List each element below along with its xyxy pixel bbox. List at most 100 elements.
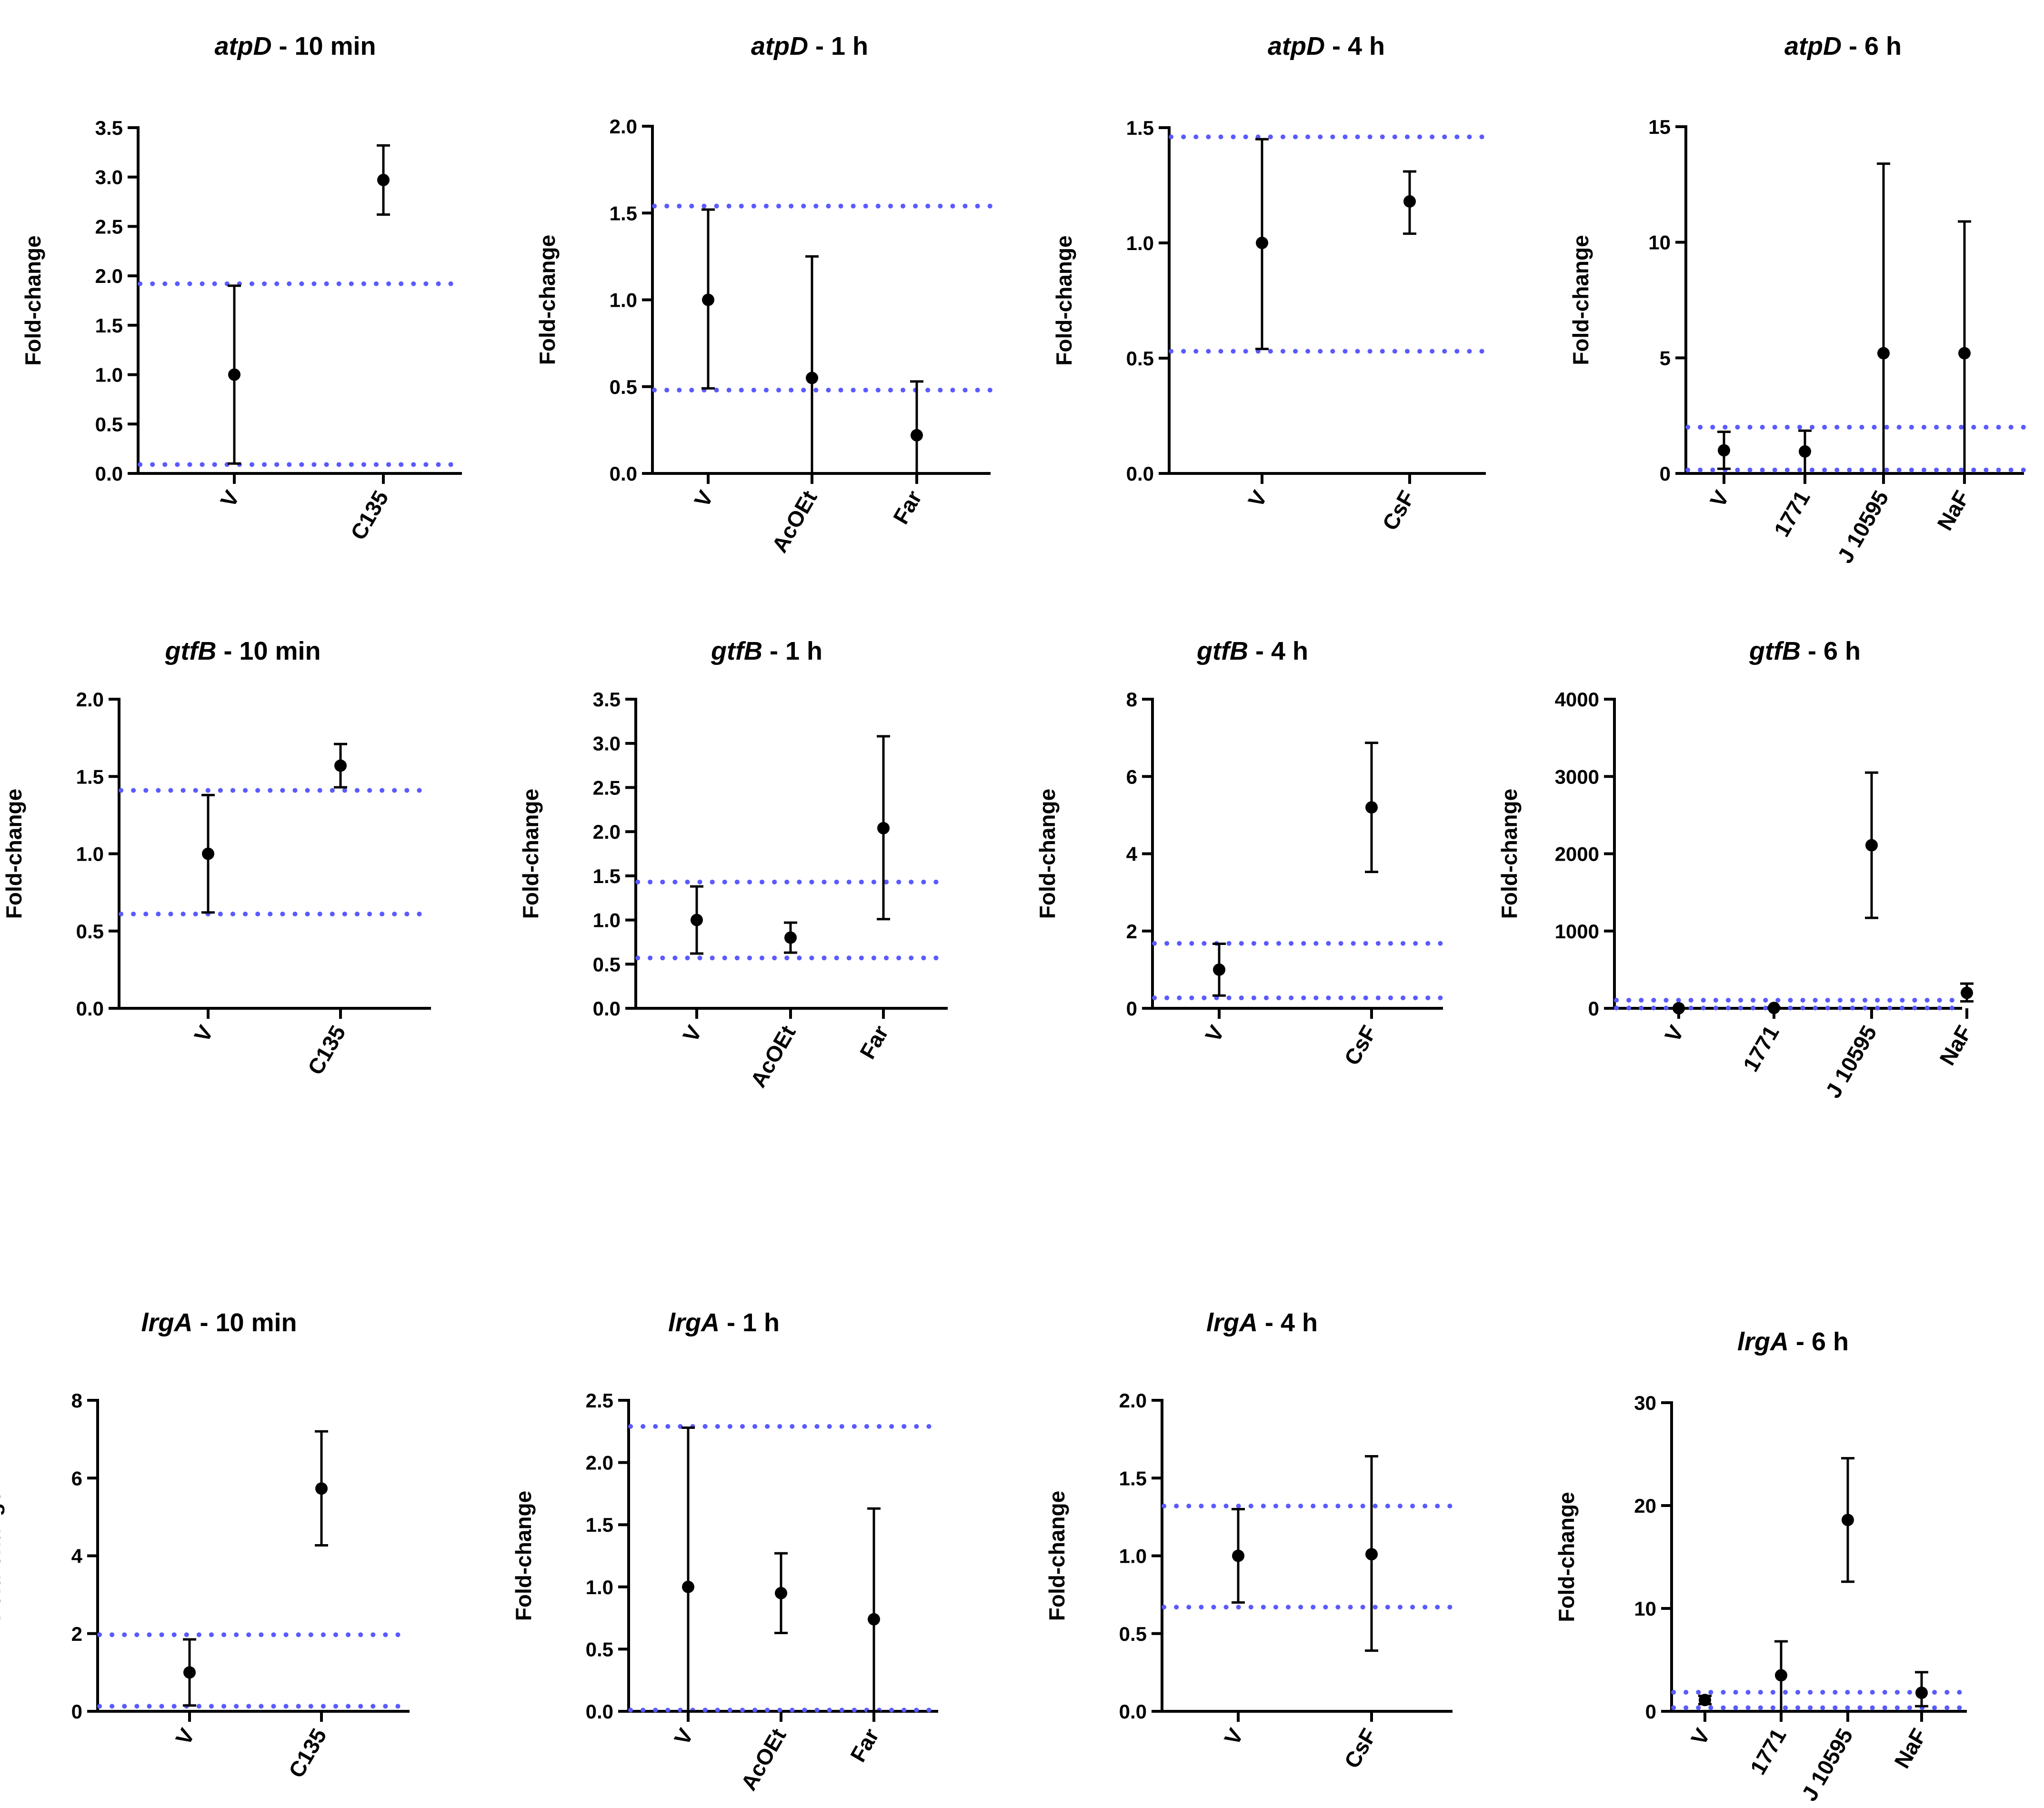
chart-title-gene: lrgA [668,1308,720,1337]
y-axis-title: Fold-change [1554,1492,1579,1622]
chart-title-gene: atpD [1268,32,1325,60]
data-point [377,173,390,186]
data-point [1842,1514,1854,1527]
chart-title: lrgA - 6 h [1737,1327,1849,1356]
x-category-label: NaF [1889,1724,1931,1772]
chart-panel-5: gtfB - 10 min Fold-change 0.0 0.5 1.0 1.5 2.0 V… [1,637,433,1079]
x-category-label: J 10595 [1832,486,1893,567]
x-category-label: V [669,1724,698,1749]
x-category-label: AcOEt [736,1724,791,1795]
chart-title-suffix: - 6 h [1789,1327,1849,1356]
y-tick-label: 1.0 [593,909,621,932]
chart-title-suffix: - 4 h [1258,1308,1318,1337]
chart-title-suffix: - 10 min [271,32,376,60]
chart-panel-1: atpD - 10 min Fold-change 0.0 0.5 1.0 1.5 2.0 2… [20,32,464,544]
chart-title-suffix: - 10 min [216,637,321,665]
y-tick-label: 0 [71,1700,82,1723]
y-tick-label: 2.0 [593,821,621,843]
y-tick-label: 2.0 [586,1452,613,1474]
chart-title: atpD - 6 h [1784,32,1902,60]
data-point [1958,347,1971,360]
y-tick-label: 0 [1645,1700,1656,1723]
chart-title-suffix: - 1 h [808,32,868,60]
x-category-label: 1771 [1745,1724,1791,1779]
chart-title: gtfB - 4 h [1196,637,1308,665]
x-category-label: CsF [1377,486,1419,534]
y-tick-label: 0.5 [76,920,104,943]
chart-title-gene: gtfB [164,637,216,665]
y-tick-label: 2 [71,1623,82,1645]
y-tick-label: 0 [1126,997,1137,1020]
chart-title-gene: atpD [1784,32,1842,60]
x-category-label: NaF [1934,1021,1976,1069]
x-category-label: CsF [1339,1021,1381,1069]
chart-panel-4: atpD - 6 h Fold-change 0 5 10 15 V 1771 J 10595 N… [1568,32,2026,567]
y-tick-label: 0.5 [1126,347,1154,370]
y-tick-label: 0.0 [593,997,621,1020]
x-category-label: V [1243,486,1272,512]
x-category-label: C135 [346,486,393,544]
data-point [1915,1687,1928,1699]
y-tick-label: 2.5 [95,215,123,238]
y-tick-label: 6 [1126,765,1137,788]
chart-title-gene: gtfB [1196,637,1248,665]
y-tick-label: 1.5 [593,865,621,887]
chart-title-gene: atpD [751,32,808,60]
data-point [1673,1002,1685,1014]
y-axis-title: Fold-change [1052,235,1076,365]
x-category-label: J 10595 [1796,1724,1857,1805]
data-point [911,429,923,442]
chart-panel-8: gtfB - 6 h Fold-change 0 1000 2000 3000 4000 V 1… [1497,637,1977,1102]
data-point [1699,1694,1711,1707]
x-category-label: C135 [284,1724,331,1782]
chart-panel-2: atpD - 1 h Fold-change 0.0 0.5 1.0 1.5 2.0 V AcO… [535,32,993,557]
y-tick-label: 0.5 [593,953,621,975]
y-tick-label: 2 [1126,920,1137,943]
y-axis-title: Fold-change [1044,1491,1069,1621]
chart-title-suffix: - 6 h [1801,637,1861,665]
data-point [691,914,703,926]
y-tick-label: 1.0 [1126,232,1154,254]
data-point [682,1580,694,1593]
y-tick-label: 2.0 [1119,1389,1147,1412]
y-tick-label: 6 [71,1467,82,1489]
x-category-label: AcOEt [767,486,822,557]
y-axis-title: Fold-change [535,235,560,365]
chart-title: gtfB - 10 min [164,637,321,665]
y-axis-title: Fold-change [1,789,26,919]
data-point [183,1666,196,1679]
y-tick-label: 1.5 [610,202,637,224]
y-tick-label: 0 [1660,462,1671,485]
x-category-label: 1771 [1738,1021,1783,1076]
y-tick-label: 0.5 [95,413,123,435]
chart-title-gene: lrgA [141,1308,192,1337]
y-tick-label: 2.5 [593,776,621,799]
data-point [806,372,818,384]
x-category-label: V [1200,1021,1229,1046]
data-point [1232,1549,1244,1562]
y-tick-label: 1.0 [76,843,104,865]
x-category-label: V [189,1021,218,1046]
chart-title: lrgA - 4 h [1206,1308,1318,1337]
chart-panel-6: gtfB - 1 h Fold-change 0.0 0.5 1.0 1.5 2.0 2.5 3… [518,637,950,1092]
chart-panel-3: atpD - 4 h Fold-change 0.0 0.5 1.0 1.5 V CsF [1052,32,1488,534]
data-point [1256,237,1268,249]
y-tick-label: 0.0 [610,462,637,485]
y-tick-label: 5 [1660,347,1671,369]
y-tick-label: 4 [1126,843,1138,865]
y-tick-label: 15 [1648,116,1671,138]
y-tick-label: 0.5 [1119,1623,1147,1645]
y-tick-label: 0.0 [76,997,104,1020]
chart-panel-10: lrgA - 1 h Fold-change 0.0 0.5 1.0 1.5 2.0 2.5 V… [511,1308,941,1795]
chart-title-suffix: - 1 h [762,637,822,665]
chart-title-gene: gtfB [711,637,762,665]
y-tick-label: 0.0 [95,462,123,485]
y-tick-label: 2000 [1555,843,1599,865]
y-tick-label: 1000 [1555,920,1599,943]
chart-panel-9: lrgA - 10 min Fold-change 0 2 4 6 8 V C135 [0,1308,412,1782]
x-category-label: V [1686,1724,1715,1749]
chart-title-suffix: - 10 min [192,1308,297,1337]
y-tick-label: 2.0 [95,265,123,287]
y-tick-label: 3.5 [593,688,621,711]
